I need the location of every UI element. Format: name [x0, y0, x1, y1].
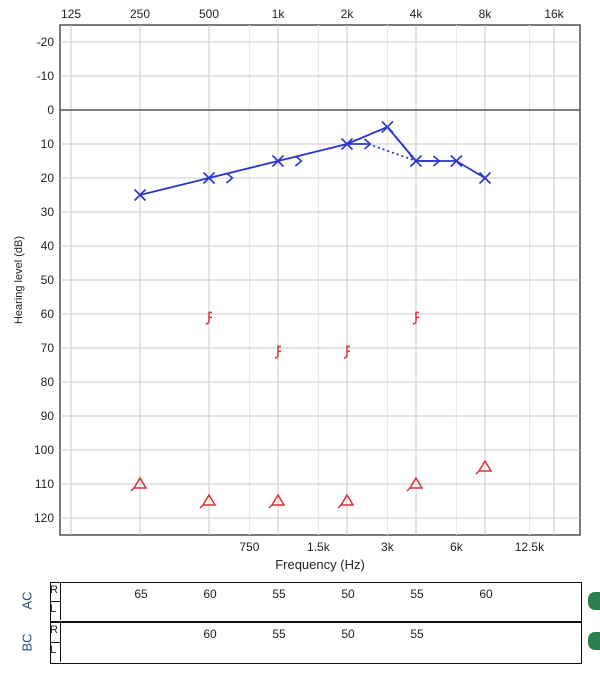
- triangle-marker: [132, 476, 148, 489]
- triangle-marker: [477, 459, 493, 472]
- x-marker: [202, 171, 216, 185]
- triangle-tail: [199, 504, 204, 509]
- x-top-tick-label: 2k: [341, 7, 355, 21]
- y-tick-label: 120: [34, 511, 54, 525]
- threshold-table-bc: BC R L 60 55 50 55: [20, 622, 582, 664]
- x-bottom-tick-label: 750: [239, 540, 259, 554]
- ac-value: 55: [410, 587, 424, 601]
- y-tick-label: 70: [41, 341, 55, 355]
- ac-rl-divider: [50, 582, 61, 620]
- triangle-tail: [130, 487, 135, 492]
- bc-l-label: L: [50, 644, 57, 656]
- x-marker: [478, 171, 492, 185]
- triangle-marker: [201, 493, 217, 506]
- triangle-tail: [475, 470, 480, 475]
- y-axis-label: Hearing level (dB): [13, 236, 25, 324]
- x-axis-label: Frequency (Hz): [275, 557, 365, 572]
- arrow-marker: [363, 138, 372, 150]
- arrow-marker: [432, 155, 441, 167]
- y-tick-label: -20: [37, 35, 55, 49]
- ac-line-segment: [277, 143, 348, 162]
- bc-value: 50: [341, 627, 355, 641]
- y-tick-label: 90: [41, 409, 55, 423]
- y-tick-label: 110: [35, 477, 54, 491]
- bc-value: 55: [410, 627, 424, 641]
- ac-value: 60: [203, 587, 217, 601]
- ac-value: 55: [272, 587, 286, 601]
- threshold-table-ac: AC R L 65 60 55 50 55 60: [20, 582, 582, 622]
- x-marker: [133, 188, 147, 202]
- y-tick-label: 60: [41, 307, 55, 321]
- ac-value: 50: [341, 587, 355, 601]
- x-top-tick-label: 125: [61, 7, 81, 21]
- bc-r-label: R: [50, 624, 58, 636]
- bc-value: 55: [272, 627, 286, 641]
- speaker-icon-ac: [588, 592, 600, 610]
- y-tick-label: 10: [41, 137, 55, 151]
- x-marker: [381, 120, 394, 134]
- triangle-tail: [337, 504, 342, 509]
- triangle-marker: [270, 493, 286, 506]
- x-top-tick-label: 8k: [479, 7, 493, 21]
- x-top-tick-label: 4k: [410, 7, 424, 21]
- ac-value: 65: [134, 587, 148, 601]
- bc-rl-divider: [50, 622, 61, 662]
- masked-line-segment: [368, 143, 417, 162]
- bc-rl-split: [50, 642, 60, 643]
- y-tick-label: 30: [41, 205, 55, 219]
- x-top-tick-label: 500: [199, 7, 219, 21]
- ac-line-segment: [208, 160, 279, 179]
- x-top-tick-label: 1k: [272, 7, 286, 21]
- speaker-icon-bc: [588, 632, 600, 650]
- x-bottom-tick-label: 12.5k: [515, 540, 545, 554]
- bracket-marker: [205, 311, 212, 326]
- triangle-marker: [339, 493, 355, 506]
- ac-r-label: R: [50, 584, 58, 596]
- x-top-tick-label: 16k: [544, 7, 564, 21]
- y-tick-label: 0: [47, 103, 54, 117]
- grid: [59, 24, 581, 536]
- bracket-marker: [412, 311, 419, 326]
- x-marker: [409, 154, 423, 168]
- ac-line-segment: [346, 126, 388, 145]
- y-tick-label: 40: [41, 239, 55, 253]
- bracket-marker: [343, 345, 350, 360]
- bracket-marker: [274, 345, 281, 360]
- arrow-marker: [294, 155, 303, 167]
- data-series: [130, 120, 493, 509]
- ac-line-segment: [139, 177, 210, 196]
- x-marker: [340, 137, 354, 151]
- ac-label: AC: [19, 591, 35, 610]
- y-tick-label: 20: [41, 171, 55, 185]
- y-tick-label: 50: [41, 273, 55, 287]
- bc-value: 60: [203, 627, 217, 641]
- x-bottom-tick-label: 6k: [450, 540, 464, 554]
- ac-rl-split: [50, 601, 60, 602]
- ac-l-label: L: [50, 603, 57, 615]
- triangle-tail: [406, 487, 411, 492]
- triangle-marker: [408, 476, 424, 489]
- y-tick-label: 80: [41, 375, 55, 389]
- x-bottom-tick-label: 3k: [381, 540, 395, 554]
- y-tick-label: 100: [34, 443, 54, 457]
- triangle-tail: [268, 504, 273, 509]
- x-bottom-tick-label: 1.5k: [307, 540, 331, 554]
- x-marker: [450, 154, 463, 168]
- arrow-marker: [225, 172, 234, 184]
- x-marker: [271, 154, 285, 168]
- ac-line-segment: [455, 160, 486, 179]
- bc-label: BC: [19, 633, 35, 652]
- y-tick-label: -10: [37, 69, 55, 83]
- x-top-tick-label: 250: [130, 7, 150, 21]
- ac-value: 60: [479, 587, 493, 601]
